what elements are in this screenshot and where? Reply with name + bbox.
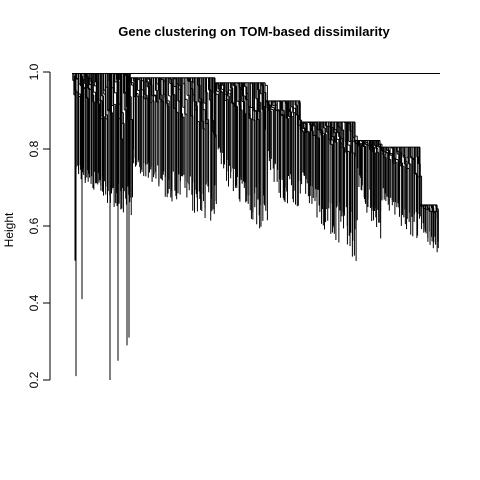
y-axis: 0.2 0.4 0.6 0.8 1.0 xyxy=(27,63,51,388)
y-tick-label: 0.2 xyxy=(27,371,41,388)
chart-title: Gene clustering on TOM-based dissimilari… xyxy=(118,24,390,39)
dendrogram-tree xyxy=(72,73,440,380)
y-tick-label: 1.0 xyxy=(27,63,41,80)
y-tick-label: 0.4 xyxy=(27,294,41,311)
y-tick-label: 0.6 xyxy=(27,217,41,234)
y-axis-label: Height xyxy=(2,212,16,247)
y-tick-label: 0.8 xyxy=(27,140,41,157)
